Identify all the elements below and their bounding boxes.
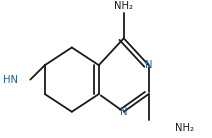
Text: NH₂: NH₂ — [114, 1, 133, 11]
Text: N: N — [120, 107, 127, 117]
Text: HN: HN — [3, 75, 18, 85]
Text: NH₂: NH₂ — [175, 123, 194, 133]
Text: N: N — [145, 60, 152, 70]
